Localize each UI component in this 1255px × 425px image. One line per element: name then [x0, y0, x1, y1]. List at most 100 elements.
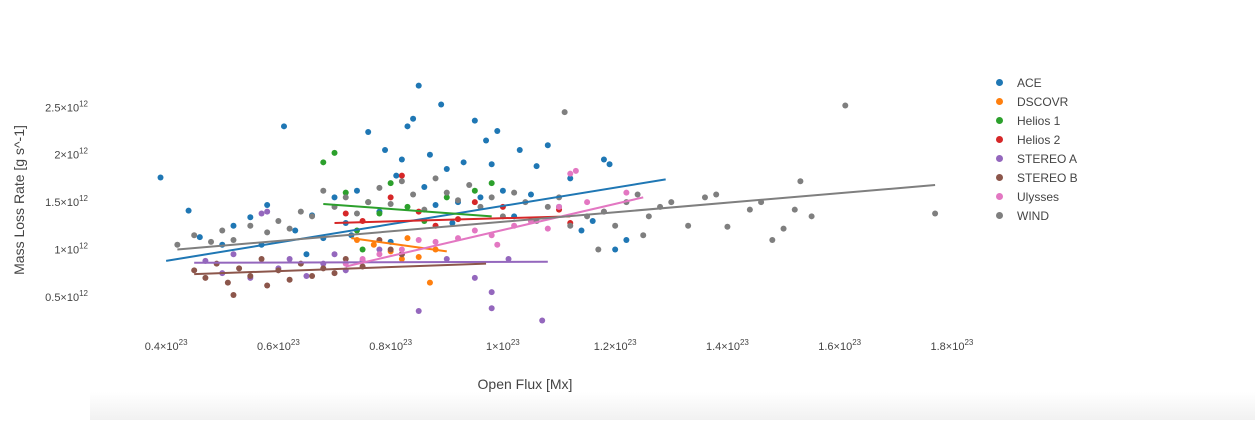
legend-item-ace[interactable]: ACE: [992, 73, 1078, 92]
point-wind[interactable]: [376, 184, 383, 191]
point-wind[interactable]: [387, 201, 394, 207]
point-ace[interactable]: [264, 201, 271, 208]
point-ulysses[interactable]: [398, 246, 405, 253]
point-wind[interactable]: [432, 175, 439, 182]
point-stereo-a[interactable]: [471, 274, 478, 281]
point-helios-2[interactable]: [387, 194, 394, 201]
point-wind[interactable]: [488, 194, 495, 201]
legend-item-stereo-b[interactable]: STEREO B: [992, 168, 1078, 187]
point-ace[interactable]: [460, 159, 467, 166]
point-wind[interactable]: [466, 182, 473, 189]
point-ulysses[interactable]: [359, 255, 366, 262]
point-ace[interactable]: [432, 201, 439, 208]
point-ace[interactable]: [281, 123, 287, 130]
point-ace[interactable]: [157, 174, 164, 181]
point-wind[interactable]: [264, 229, 271, 236]
point-stereo-b[interactable]: [264, 282, 271, 289]
point-ace[interactable]: [443, 165, 450, 172]
point-ace[interactable]: [623, 237, 630, 243]
point-ace[interactable]: [410, 115, 417, 122]
point-wind[interactable]: [342, 194, 349, 201]
point-wind[interactable]: [701, 194, 708, 201]
point-wind[interactable]: [780, 225, 787, 232]
point-ulysses[interactable]: [567, 170, 574, 177]
legend-item-stereo-a[interactable]: STEREO A: [992, 149, 1078, 168]
point-ace[interactable]: [382, 147, 389, 153]
point-wind[interactable]: [511, 189, 518, 196]
point-ace[interactable]: [393, 172, 400, 179]
point-wind[interactable]: [230, 237, 237, 243]
point-ace[interactable]: [600, 156, 607, 163]
point-wind[interactable]: [567, 222, 574, 229]
point-ace[interactable]: [353, 187, 360, 194]
point-wind[interactable]: [247, 222, 254, 229]
point-stereo-b[interactable]: [309, 273, 316, 279]
point-stereo-b[interactable]: [230, 291, 237, 298]
legend-item-ulysses[interactable]: Ulysses: [992, 187, 1078, 206]
point-stereo-a[interactable]: [505, 255, 512, 262]
point-stereo-b[interactable]: [224, 279, 231, 286]
point-ace[interactable]: [544, 142, 551, 149]
point-wind[interactable]: [797, 178, 804, 185]
point-ace[interactable]: [606, 161, 613, 168]
point-helios-1[interactable]: [471, 187, 478, 194]
point-stereo-b[interactable]: [387, 246, 394, 253]
point-wind[interactable]: [685, 222, 692, 229]
point-wind[interactable]: [297, 208, 304, 215]
point-wind[interactable]: [713, 191, 720, 198]
point-stereo-a[interactable]: [376, 246, 383, 253]
point-ace[interactable]: [398, 156, 405, 163]
point-wind[interactable]: [746, 206, 753, 213]
point-ace[interactable]: [421, 183, 428, 190]
point-ace[interactable]: [404, 123, 411, 130]
point-stereo-a[interactable]: [443, 255, 450, 262]
point-ace[interactable]: [483, 137, 490, 144]
point-ace[interactable]: [533, 163, 540, 170]
point-stereo-a[interactable]: [488, 289, 495, 296]
point-wind[interactable]: [612, 222, 619, 229]
point-wind[interactable]: [640, 232, 647, 239]
point-ace[interactable]: [471, 117, 478, 124]
point-ace[interactable]: [426, 151, 433, 158]
point-dscovr[interactable]: [415, 254, 422, 261]
point-helios-1[interactable]: [387, 180, 394, 187]
point-stereo-b[interactable]: [202, 274, 209, 281]
point-wind[interactable]: [174, 241, 181, 248]
point-wind[interactable]: [219, 227, 226, 234]
point-ace[interactable]: [365, 129, 372, 135]
point-stereo-b[interactable]: [213, 260, 220, 267]
point-ace[interactable]: [449, 219, 456, 226]
point-wind[interactable]: [842, 102, 849, 109]
point-ace[interactable]: [477, 194, 484, 201]
point-stereo-b[interactable]: [258, 255, 265, 262]
point-ulysses[interactable]: [415, 237, 422, 243]
point-ace[interactable]: [499, 187, 506, 194]
legend-item-dscovr[interactable]: DSCOVR: [992, 92, 1078, 111]
point-helios-1[interactable]: [376, 210, 383, 217]
point-wind[interactable]: [353, 210, 360, 217]
point-dscovr[interactable]: [398, 255, 405, 262]
point-wind[interactable]: [724, 223, 731, 230]
point-ace[interactable]: [292, 227, 299, 234]
point-helios-1[interactable]: [443, 194, 450, 201]
point-stereo-a[interactable]: [258, 210, 265, 217]
point-stereo-a[interactable]: [264, 208, 271, 215]
point-stereo-a[interactable]: [286, 255, 293, 262]
point-wind[interactable]: [443, 189, 450, 196]
point-ulysses[interactable]: [471, 227, 478, 234]
point-ulysses[interactable]: [376, 251, 383, 258]
legend-item-wind[interactable]: WIND: [992, 206, 1078, 225]
point-ace[interactable]: [185, 207, 192, 214]
point-ace[interactable]: [196, 234, 203, 241]
point-ulysses[interactable]: [432, 238, 439, 245]
point-ulysses[interactable]: [584, 199, 591, 206]
point-ace[interactable]: [331, 194, 338, 201]
point-wind[interactable]: [410, 191, 417, 198]
point-ace[interactable]: [230, 222, 237, 229]
point-ace[interactable]: [438, 101, 445, 108]
point-ace[interactable]: [527, 191, 534, 198]
point-wind[interactable]: [932, 210, 939, 217]
point-stereo-a[interactable]: [415, 308, 422, 315]
point-stereo-a[interactable]: [488, 305, 495, 312]
point-ace[interactable]: [494, 128, 501, 135]
